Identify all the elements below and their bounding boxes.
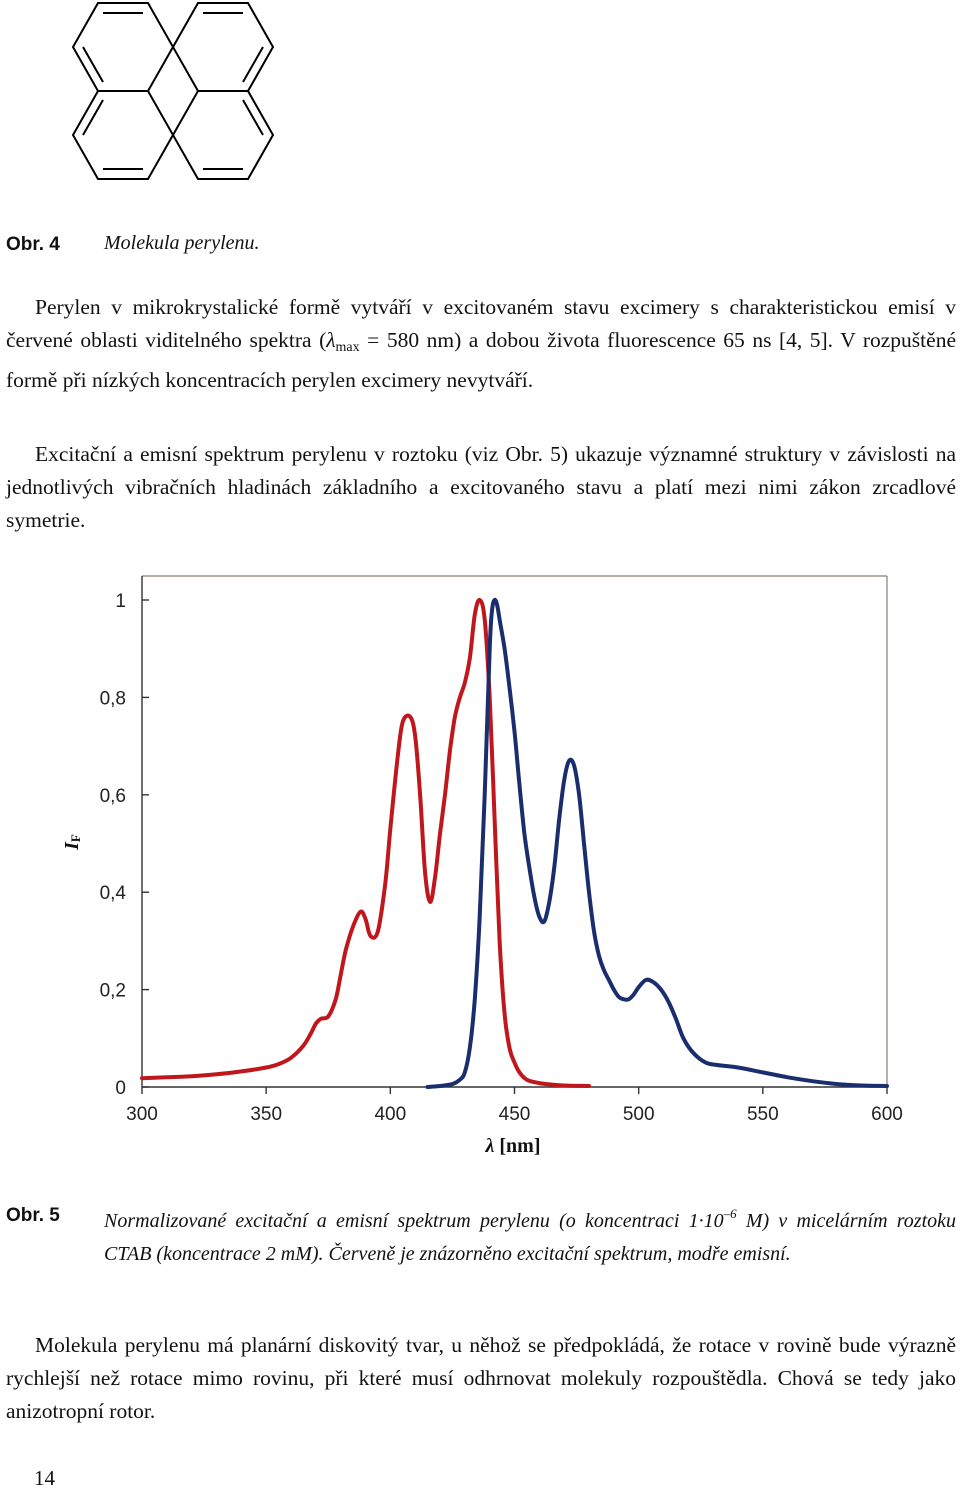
- lambda-symbol: λ: [326, 328, 336, 352]
- page-number: 14: [34, 1466, 55, 1490]
- caption-5-dot: ·: [698, 1210, 704, 1232]
- x-tick-label: 400: [374, 1104, 406, 1125]
- caption-5-ten: 10: [703, 1210, 724, 1232]
- paragraph-3: Molekula perylenu má planární diskovitý …: [6, 1333, 956, 1423]
- figure-5-caption: Normalizované excitační a emisní spektru…: [104, 1197, 956, 1271]
- caption-5-exponent: –6: [723, 1206, 737, 1221]
- ring-top-right: [171, 2, 275, 92]
- x-tick-label: 550: [747, 1104, 779, 1125]
- x-axis-unit: [nm]: [494, 1135, 540, 1157]
- y-axis-label: IF: [61, 834, 83, 851]
- lambda-subscript: max: [335, 340, 360, 355]
- x-tick-label: 350: [250, 1104, 282, 1125]
- caption-5-start: Normalizované excitační a emisní spektru…: [104, 1210, 699, 1232]
- figure-5-label: Obr. 5: [6, 1205, 60, 1226]
- y-axis-symbol: I: [61, 841, 83, 851]
- paragraph-1: Perylen v mikrokrystalické formě vytváří…: [6, 291, 956, 397]
- x-tick-label: 450: [499, 1104, 531, 1125]
- ring-bottom-left: [71, 90, 175, 180]
- excitation-spectrum-line: [140, 597, 591, 1088]
- y-tick-label: 0,6: [100, 786, 126, 807]
- paragraph-2: Excitační a emisní spektrum perylenu v r…: [6, 442, 956, 532]
- emission-spectrum-line: [425, 597, 889, 1089]
- spectrum-chart: 300 350 400 450 500 550 600 0 0,2 0,4 0,6 0,8 1 λ [n…: [61, 575, 903, 1157]
- paragraph-1-end: = 580 nm) a dobou života fluorescence 65…: [6, 328, 956, 392]
- x-axis-symbol: λ: [485, 1135, 495, 1157]
- figure-4-caption: Molekula perylenu.: [104, 232, 260, 254]
- y-tick-label: 0: [115, 1078, 126, 1099]
- caption-5-end: M) v micelárním roztoku CTAB (koncentrac…: [104, 1210, 956, 1265]
- ring-top-left: [71, 2, 175, 92]
- y-tick-label: 0,4: [100, 883, 127, 904]
- paragraph-1-start: Perylen v mikrokrystalické formě vytváří…: [6, 295, 956, 352]
- perylene-structure-diagram: [71, 2, 275, 180]
- y-axis-subscript: F: [68, 834, 83, 842]
- y-tick-label: 0,8: [100, 688, 126, 709]
- y-tick-label: 0,2: [100, 981, 126, 1002]
- x-axis-label: λ [nm]: [485, 1135, 541, 1157]
- x-tick-label: 300: [126, 1104, 158, 1125]
- x-tick-label: 600: [871, 1104, 903, 1125]
- y-tick-label: 1: [115, 591, 126, 612]
- figure-4-label: Obr. 4: [6, 234, 60, 255]
- ring-bottom-right: [171, 90, 275, 180]
- x-tick-label: 500: [623, 1104, 655, 1125]
